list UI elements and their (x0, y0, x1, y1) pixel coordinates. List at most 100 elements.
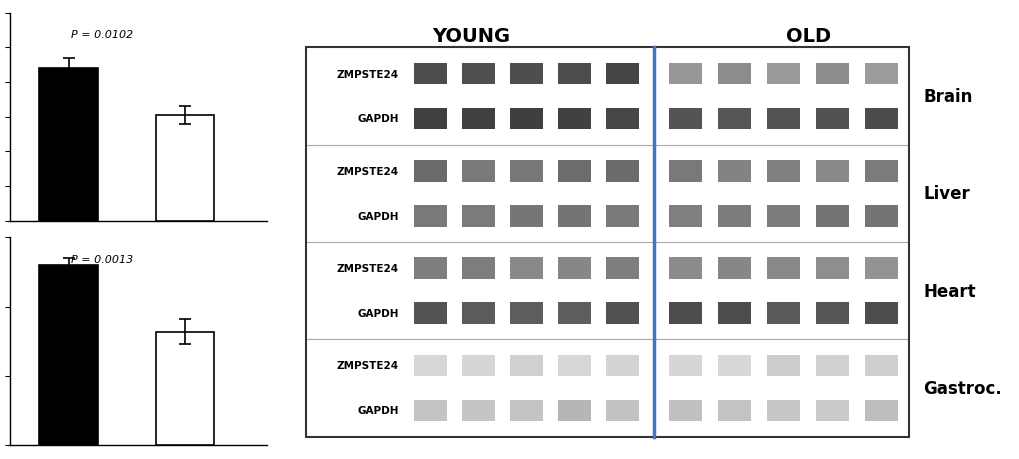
Bar (668, 302, 702, 324)
Bar (717, 302, 750, 324)
Bar (462, 258, 494, 280)
Text: GAPDH: GAPDH (357, 405, 398, 415)
Bar (668, 161, 702, 182)
Bar (864, 108, 897, 130)
Bar (606, 258, 639, 280)
Text: GAPDH: GAPDH (357, 114, 398, 124)
Bar (766, 400, 799, 421)
Bar (864, 64, 897, 85)
Bar (766, 206, 799, 227)
Text: OLD: OLD (786, 27, 830, 46)
Bar (557, 258, 590, 280)
Bar (557, 108, 590, 130)
Bar (606, 302, 639, 324)
Bar (766, 108, 799, 130)
Bar (668, 258, 702, 280)
Bar (557, 400, 590, 421)
Bar (717, 64, 750, 85)
Text: ZMPSTE24: ZMPSTE24 (336, 263, 398, 274)
Bar (864, 258, 897, 280)
Bar (717, 258, 750, 280)
Text: Heart: Heart (922, 282, 975, 300)
Bar (815, 258, 848, 280)
Bar (864, 400, 897, 421)
Bar (40, 265, 98, 445)
Bar (462, 108, 494, 130)
Bar (606, 64, 639, 85)
Bar (606, 400, 639, 421)
Text: Gastroc.: Gastroc. (922, 379, 1002, 397)
Bar (462, 302, 494, 324)
Bar (462, 64, 494, 85)
Bar (815, 64, 848, 85)
Bar (766, 302, 799, 324)
Text: ZMPSTE24: ZMPSTE24 (336, 69, 398, 79)
Text: Liver: Liver (922, 185, 969, 203)
Bar (510, 206, 542, 227)
Bar (606, 161, 639, 182)
Bar (462, 355, 494, 376)
Bar (306, 48, 908, 437)
Bar (668, 108, 702, 130)
Bar (462, 206, 494, 227)
Bar (766, 161, 799, 182)
Bar (557, 206, 590, 227)
Bar (864, 206, 897, 227)
Bar (717, 355, 750, 376)
Bar (864, 355, 897, 376)
Bar (766, 258, 799, 280)
Bar (557, 302, 590, 324)
Bar (606, 355, 639, 376)
Bar (510, 355, 542, 376)
Text: GAPDH: GAPDH (357, 308, 398, 319)
Text: P = 0.0013: P = 0.0013 (70, 254, 132, 264)
Bar (668, 355, 702, 376)
Bar (510, 64, 542, 85)
Bar (510, 258, 542, 280)
Text: P = 0.0102: P = 0.0102 (70, 30, 132, 40)
Bar (815, 161, 848, 182)
Bar (815, 206, 848, 227)
Bar (815, 400, 848, 421)
Bar (668, 64, 702, 85)
Bar (557, 64, 590, 85)
Bar (864, 302, 897, 324)
Bar (156, 116, 214, 221)
Bar (606, 206, 639, 227)
Text: Brain: Brain (922, 88, 972, 106)
Bar (815, 302, 848, 324)
Bar (864, 161, 897, 182)
Bar (668, 400, 702, 421)
Bar (414, 258, 446, 280)
Bar (815, 108, 848, 130)
Text: ZMPSTE24: ZMPSTE24 (336, 167, 398, 177)
Bar (510, 161, 542, 182)
Text: GAPDH: GAPDH (357, 211, 398, 221)
Text: YOUNG: YOUNG (431, 27, 510, 46)
Bar (414, 355, 446, 376)
Bar (414, 161, 446, 182)
Text: ZMPSTE24: ZMPSTE24 (336, 361, 398, 371)
Bar (717, 400, 750, 421)
Bar (557, 161, 590, 182)
Bar (156, 332, 214, 445)
Bar (510, 108, 542, 130)
Bar (717, 206, 750, 227)
Bar (414, 64, 446, 85)
Bar (414, 108, 446, 130)
Bar (766, 355, 799, 376)
Bar (668, 206, 702, 227)
Bar (606, 108, 639, 130)
Bar (815, 355, 848, 376)
Bar (557, 355, 590, 376)
Bar (462, 400, 494, 421)
Bar (717, 161, 750, 182)
Bar (510, 400, 542, 421)
Bar (510, 302, 542, 324)
Bar (414, 206, 446, 227)
Bar (40, 69, 98, 221)
Bar (462, 161, 494, 182)
Bar (414, 400, 446, 421)
Bar (766, 64, 799, 85)
Bar (414, 302, 446, 324)
